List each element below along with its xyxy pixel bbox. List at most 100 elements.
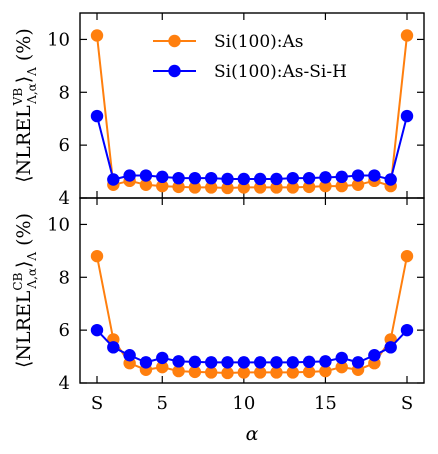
data-point [302, 365, 316, 379]
data-point [123, 349, 136, 362]
data-point [90, 29, 104, 42]
data-point [90, 323, 104, 337]
data-point [205, 171, 218, 185]
y-tick-label: 10 [47, 214, 70, 235]
y-tick-label: 8 [59, 82, 70, 103]
y-label-part: VB [11, 88, 25, 107]
data-point [188, 365, 202, 379]
data-point [107, 173, 120, 186]
y-axis-label: ⟨NLRELVBΛ,α⟩Λ (%) [11, 28, 39, 183]
y-label-part: ⟩ [13, 261, 35, 268]
data-point [270, 366, 283, 379]
data-point [237, 172, 251, 186]
data-point [205, 181, 218, 194]
x-tick-label: 5 [157, 393, 168, 414]
data-point [335, 179, 348, 193]
data-point [400, 249, 414, 263]
data-point [123, 169, 136, 182]
x-tick-label: 10 [232, 393, 255, 414]
data-point [221, 181, 234, 195]
y-label-part: Λ,α [25, 268, 39, 290]
data-point [384, 173, 397, 186]
plot-frame [79, 197, 425, 384]
data-point [139, 178, 153, 191]
data-point [302, 180, 316, 194]
data-point [270, 172, 283, 186]
data-point [188, 355, 202, 369]
y-label-part: CB [11, 272, 25, 290]
y-tick-label: 6 [59, 135, 70, 156]
y-label-part: Λ [25, 67, 39, 77]
data-point [90, 249, 104, 263]
data-point [156, 170, 169, 184]
legend-label: Si(100):As [214, 32, 304, 52]
y-label-part: Λ [25, 252, 39, 262]
data-point [302, 355, 316, 369]
legend-marker [168, 64, 181, 78]
y-tick-label: 10 [47, 29, 70, 50]
data-point [302, 171, 316, 185]
data-point [368, 169, 381, 182]
data-point [172, 171, 185, 185]
data-point [205, 356, 218, 369]
data-point [139, 169, 153, 182]
panel-bottom: 4 6 8 10 S 5 10 15 S ⟨NLRELCBΛ,α⟩Λ (%) α [11, 197, 425, 445]
data-point [351, 169, 365, 182]
data-point [286, 356, 299, 369]
data-point [384, 341, 397, 354]
data-point [335, 360, 348, 374]
y-label-part: ⟨NLREL [13, 290, 35, 368]
data-point [205, 366, 218, 379]
y-axis-label: ⟨NLRELCBΛ,α⟩Λ (%) [11, 213, 39, 368]
data-point [237, 356, 251, 369]
y-tick-label: 6 [59, 320, 70, 341]
data-point [400, 29, 414, 42]
data-point [156, 179, 169, 193]
data-point [400, 109, 414, 123]
data-point [319, 355, 332, 368]
y-label-part: Λ,α [25, 83, 39, 105]
data-point [188, 171, 202, 185]
data-point [286, 181, 299, 194]
data-point [221, 356, 234, 369]
x-axis-label: α [246, 423, 259, 445]
y-label-part: (%) [13, 213, 35, 252]
data-point [90, 109, 104, 123]
legend: Si(100):As Si(100):As-Si-H [153, 32, 347, 82]
data-point [319, 364, 332, 378]
data-point [400, 323, 414, 337]
data-point [172, 355, 185, 368]
data-point [172, 364, 185, 378]
data-point [335, 170, 348, 184]
y-tick-label: 8 [59, 267, 70, 288]
x-tick-label: S [401, 393, 413, 414]
legend-marker [168, 34, 181, 48]
data-point [107, 341, 120, 354]
legend-label: Si(100):As-Si-H [214, 62, 347, 82]
data-point [319, 179, 332, 193]
x-tick-label: S [91, 393, 103, 414]
data-point [286, 366, 299, 379]
series-line-0 [96, 255, 408, 374]
data-point [172, 180, 185, 194]
y-label-part: ⟩ [13, 76, 35, 83]
series-line-0 [96, 35, 408, 189]
data-point [351, 356, 365, 369]
data-point [351, 178, 365, 191]
data-point [286, 171, 299, 185]
data-point [253, 366, 267, 379]
y-tick-label: 4 [59, 373, 70, 394]
data-point [156, 351, 169, 365]
y-tick-label: 4 [59, 188, 70, 209]
data-point [139, 356, 153, 369]
data-point [237, 366, 251, 379]
data-point [156, 360, 169, 374]
x-tick-label: 15 [314, 393, 337, 414]
y-label-part: ⟨NLREL [13, 105, 35, 183]
data-point [221, 366, 234, 380]
data-point [221, 172, 234, 186]
data-point [335, 351, 348, 365]
